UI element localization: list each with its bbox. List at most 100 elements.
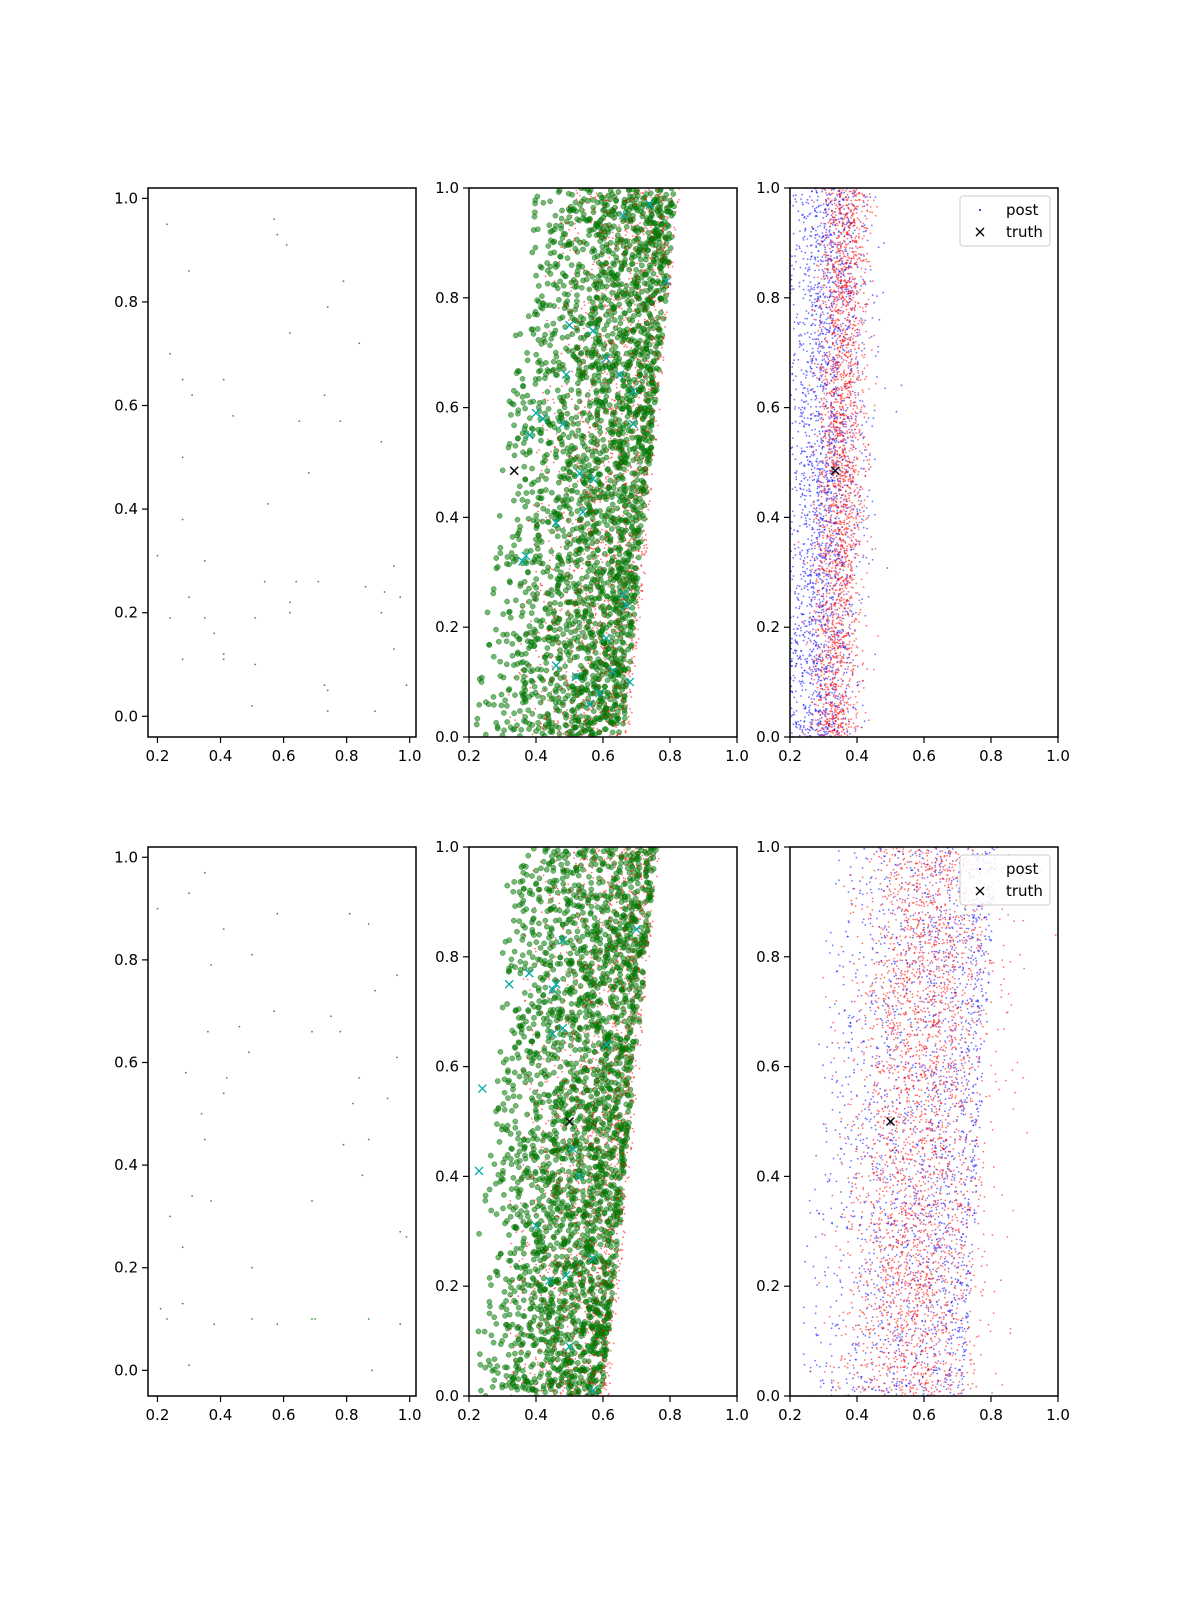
- scatter-point: [594, 608, 597, 611]
- scatter-point: [626, 446, 633, 453]
- scatter-point: [600, 637, 603, 639]
- scatter-point: [542, 654, 544, 657]
- scatter-point: [547, 529, 550, 531]
- scatter-point: [589, 648, 592, 651]
- scatter-point: [863, 255, 865, 257]
- scatter-point: [605, 231, 607, 234]
- scatter-point: [533, 596, 539, 602]
- scatter-point: [614, 686, 617, 688]
- scatter-point: [568, 568, 571, 570]
- scatter-point: [563, 492, 570, 499]
- scatter-point: [650, 488, 652, 491]
- scatter-point: [619, 544, 621, 546]
- scatter-point: [654, 300, 657, 303]
- scatter-point: [539, 301, 546, 308]
- scatter-point: [642, 539, 645, 542]
- scatter-point: [534, 635, 540, 642]
- scatter-point: [583, 686, 590, 692]
- scatter-point: [578, 685, 580, 688]
- scatter-point: [676, 201, 679, 204]
- scatter-point: [541, 458, 548, 464]
- scatter-point: [586, 554, 593, 561]
- scatter-point: [651, 231, 653, 234]
- scatter-point: [567, 469, 574, 476]
- scatter-point: [577, 688, 580, 691]
- scatter-point: [553, 531, 556, 534]
- scatter-point: [623, 496, 626, 499]
- scatter-point: [615, 726, 617, 728]
- scatter-point: [575, 408, 577, 410]
- scatter-point: [606, 362, 609, 365]
- scatter-point: [795, 470, 798, 472]
- scatter-point: [521, 606, 523, 609]
- scatter-point: [557, 601, 564, 608]
- scatter-point: [621, 707, 624, 709]
- scatter-point: [563, 417, 566, 419]
- scatter-point: [670, 191, 677, 197]
- scatter-point: [643, 376, 646, 379]
- scatter-point: [802, 203, 804, 206]
- scatter-point: [617, 667, 620, 670]
- scatter-point: [548, 548, 555, 555]
- scatter-point: [530, 620, 532, 623]
- scatter-point: [623, 332, 626, 334]
- scatter-point: [571, 471, 578, 478]
- scatter-point: [821, 656, 824, 659]
- scatter-point: [649, 316, 651, 319]
- scatter-point: [574, 227, 577, 230]
- scatter-point: [820, 340, 823, 343]
- scatter-point: [592, 605, 595, 608]
- scatter-point: [535, 649, 537, 652]
- scatter-point: [567, 609, 569, 611]
- scatter-point: [634, 493, 637, 496]
- scatter-point: [638, 281, 640, 284]
- scatter-point: [506, 398, 513, 405]
- scatter-point: [818, 528, 821, 531]
- scatter-point: [649, 321, 652, 324]
- scatter-point: [630, 269, 633, 271]
- scatter-point: [557, 436, 560, 439]
- scatter-point: [637, 296, 639, 299]
- scatter-point: [655, 351, 662, 357]
- scatter-point: [553, 607, 556, 610]
- scatter-point: [803, 523, 806, 526]
- scatter-point: [568, 581, 571, 583]
- scatter-point: [587, 398, 590, 401]
- scatter-point: [548, 567, 551, 569]
- scatter-point: [508, 550, 515, 556]
- scatter-point: [661, 229, 664, 232]
- scatter-point: [529, 249, 536, 256]
- scatter-point: [663, 225, 665, 228]
- scatter-point: [535, 532, 542, 538]
- scatter-point: [656, 319, 659, 321]
- scatter-point: [606, 691, 613, 698]
- scatter-point: [565, 291, 571, 298]
- scatter-point: [540, 563, 543, 566]
- scatter-point: [666, 245, 669, 248]
- scatter-point: [587, 400, 590, 403]
- scatter-point: [814, 258, 817, 261]
- scatter-point: [620, 692, 623, 695]
- scatter-point: [519, 673, 522, 676]
- scatter-point: [601, 326, 607, 333]
- scatter-point: [637, 638, 640, 640]
- scatter-point: [615, 579, 618, 581]
- scatter-point: [641, 584, 643, 587]
- scatter-point: [608, 199, 610, 202]
- scatter-point: [540, 502, 543, 505]
- scatter-point: [802, 682, 805, 684]
- scatter-point: [639, 222, 641, 224]
- scatter-point: [609, 437, 612, 440]
- scatter-point: [831, 648, 834, 650]
- scatter-point: [554, 533, 561, 540]
- scatter-point: [646, 379, 649, 382]
- scatter-point: [539, 560, 546, 567]
- scatter-point: [801, 730, 804, 733]
- scatter-point: [616, 405, 618, 408]
- scatter-point: [650, 397, 653, 399]
- scatter-point: [660, 346, 663, 349]
- scatter-point: [605, 612, 608, 614]
- scatter-point: [811, 694, 814, 696]
- scatter-point: [867, 514, 870, 517]
- scatter-point: [599, 265, 602, 267]
